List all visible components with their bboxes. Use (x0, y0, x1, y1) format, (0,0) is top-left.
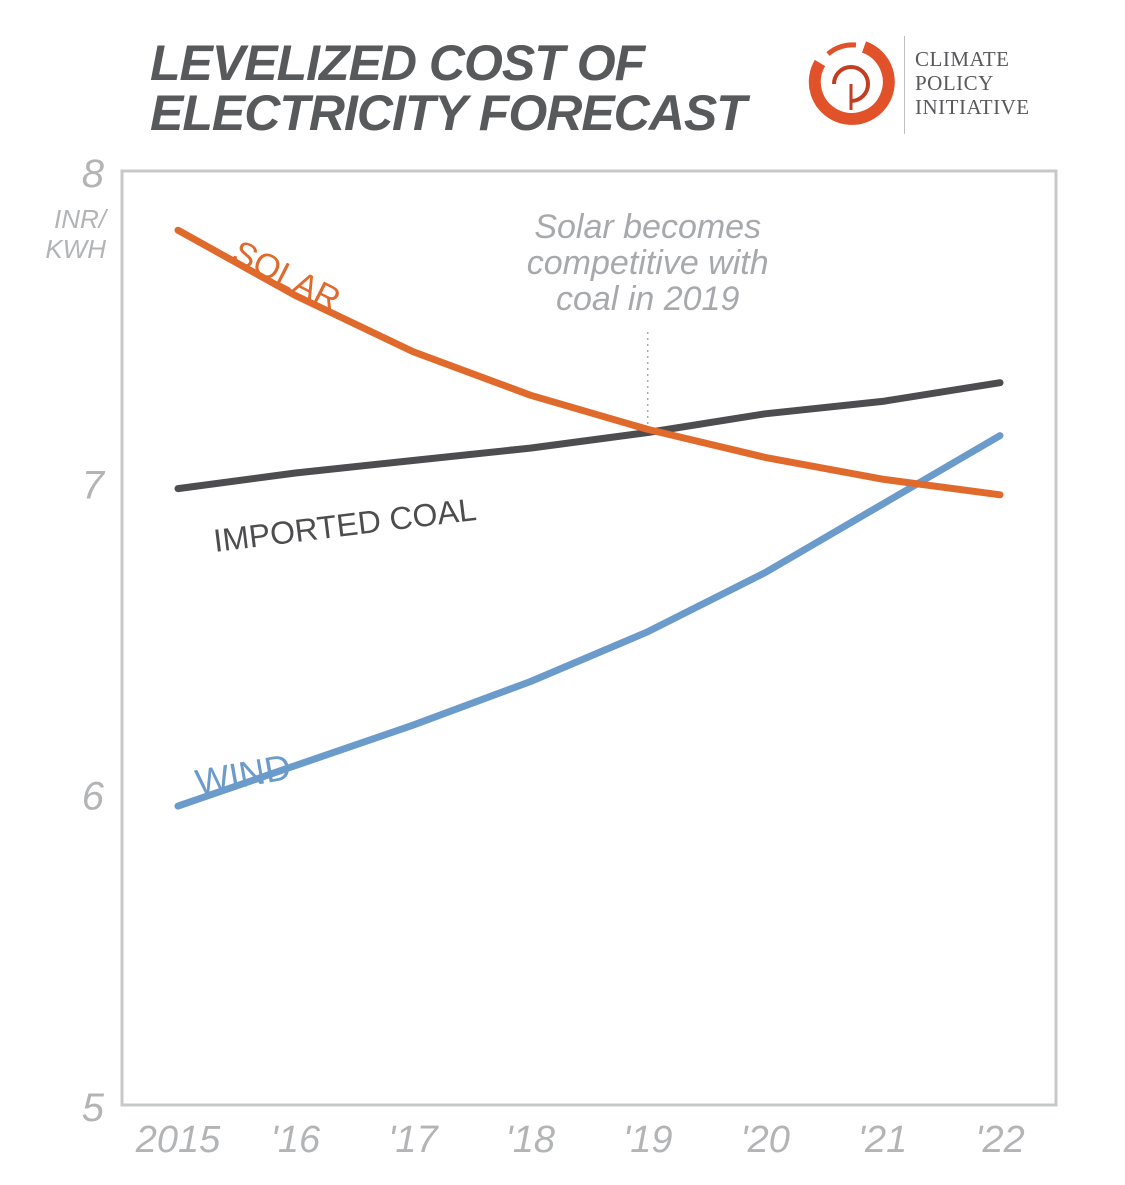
x-tick-label: '20 (740, 1119, 790, 1161)
chart-title-line-2: ELECTRICITY FORECAST (150, 85, 747, 141)
y-tick-label: 7 (82, 463, 106, 507)
annotation-text: Solar becomes (534, 208, 761, 246)
series-label-wind: WIND (192, 746, 294, 803)
series-line-wind (174, 432, 1004, 810)
climate-policy-initiative-logo: CLIMATE POLICY INITIATIVE (806, 36, 1046, 136)
x-tick-label: '17 (388, 1119, 439, 1161)
logo-wordmark: CLIMATE POLICY INITIATIVE (915, 47, 1030, 119)
x-tick-label: '18 (506, 1119, 556, 1161)
annotation-text: competitive with (527, 244, 769, 282)
logo-text-line-3: INITIATIVE (915, 95, 1030, 119)
x-tick-label: '19 (623, 1119, 673, 1161)
chart-title-line-1: LEVELIZED COST OF (150, 35, 645, 91)
series-label-solar: SOLAR (226, 233, 346, 319)
x-tick-label: '22 (975, 1119, 1025, 1161)
plot-frame (120, 169, 1058, 1107)
x-tick-label: '16 (271, 1119, 321, 1161)
logo-divider (904, 36, 905, 134)
y-axis-label: KWH (45, 234, 106, 264)
x-tick-label: '21 (858, 1119, 908, 1161)
x-tick-label: 2015 (135, 1119, 221, 1161)
y-tick-label: 8 (82, 152, 105, 196)
y-tick-label: 5 (82, 1086, 105, 1130)
series-line-imported-coal (174, 379, 1004, 493)
logo-text-line-2: POLICY (915, 71, 994, 95)
logo-text-line-1: CLIMATE (915, 47, 1010, 71)
logo-ring-icon (808, 41, 895, 125)
series-line-solar (174, 226, 1004, 499)
y-axis-label: INR/ (54, 204, 109, 234)
series-label-imported-coal: IMPORTED COAL (211, 491, 478, 559)
y-tick-label: 6 (82, 775, 105, 819)
annotation-text: coal in 2019 (556, 280, 739, 318)
chart-title: LEVELIZED COST OF ELECTRICITY FORECAST (150, 35, 747, 141)
